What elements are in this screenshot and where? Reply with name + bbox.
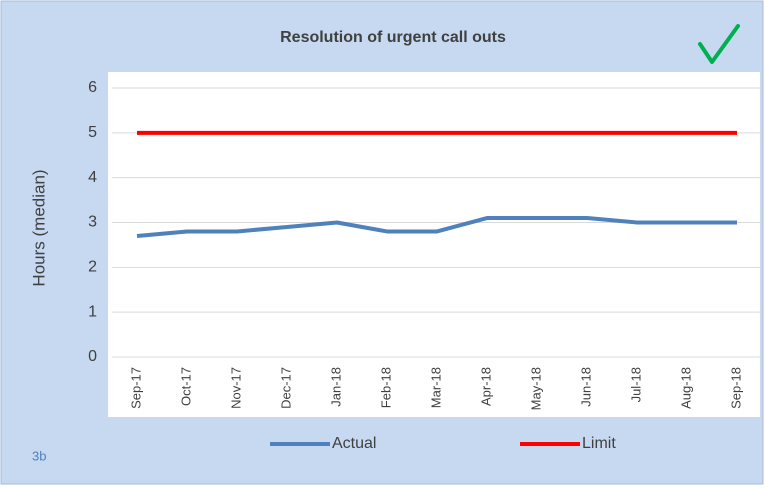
plot-area <box>108 72 760 417</box>
x-tick-label: Apr-18 <box>478 367 493 406</box>
y-tick-label: 6 <box>88 79 97 96</box>
checkmark-icon <box>698 24 740 64</box>
x-tick-label: Jul-18 <box>628 367 643 402</box>
y-tick-label: 2 <box>88 259 97 276</box>
x-tick-label: Feb-18 <box>378 367 393 408</box>
x-tick-label: Sep-17 <box>128 367 143 409</box>
x-tick-label: Aug-18 <box>678 367 693 409</box>
x-tick-label: Oct-17 <box>178 367 193 406</box>
legend-label: Actual <box>332 435 376 452</box>
x-tick-label: Jan-18 <box>328 367 343 407</box>
chart-title: Resolution of urgent call outs <box>280 29 506 46</box>
x-tick-label: Mar-18 <box>428 367 443 408</box>
y-tick-label: 5 <box>88 124 97 141</box>
series-line <box>136 216 737 238</box>
x-tick-label: May-18 <box>528 367 543 410</box>
x-tick-label: Jun-18 <box>578 367 593 407</box>
y-tick-label: 3 <box>88 214 97 231</box>
x-tick-label: Dec-17 <box>278 367 293 409</box>
x-tick-label: Nov-17 <box>228 367 243 409</box>
y-tick-label: 0 <box>88 348 97 365</box>
legend-label: Limit <box>582 435 616 452</box>
corner-label: 3b <box>32 448 46 463</box>
y-tick-label: 1 <box>88 303 97 320</box>
y-tick-label: 4 <box>88 169 97 186</box>
x-tick-label: Sep-18 <box>728 367 743 409</box>
y-axis-label: Hours (median) <box>29 169 48 286</box>
plot: 0 1 2 3 4 5 6 Sep-17 Oct-17 Nov-17 Dec-17 Jan-18 Feb… <box>88 79 762 452</box>
